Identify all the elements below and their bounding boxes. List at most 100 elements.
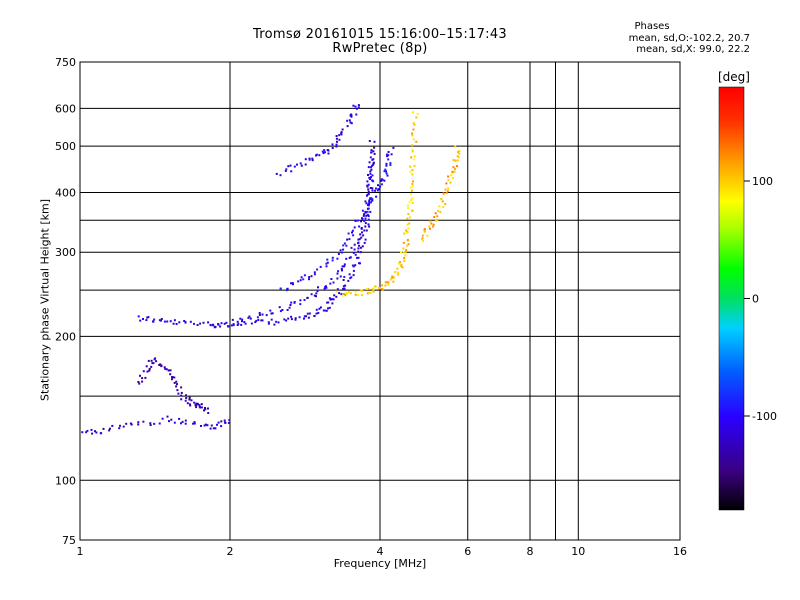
data-point bbox=[223, 419, 226, 422]
data-point bbox=[405, 249, 408, 252]
data-point bbox=[398, 262, 401, 265]
data-point bbox=[386, 174, 389, 177]
data-point bbox=[385, 172, 388, 175]
data-point bbox=[265, 314, 268, 317]
data-point bbox=[393, 276, 396, 279]
data-point bbox=[141, 377, 144, 380]
data-point bbox=[340, 251, 343, 254]
data-point bbox=[160, 319, 162, 322]
data-point bbox=[203, 409, 205, 412]
data-point bbox=[142, 420, 145, 423]
data-point bbox=[184, 321, 187, 324]
data-point bbox=[335, 135, 338, 137]
data-point bbox=[327, 307, 329, 310]
data-point bbox=[286, 288, 289, 291]
data-point bbox=[364, 217, 367, 220]
data-point bbox=[151, 362, 154, 365]
data-point bbox=[331, 259, 334, 262]
data-point bbox=[125, 422, 128, 425]
data-point bbox=[357, 247, 360, 250]
data-point bbox=[403, 232, 406, 235]
data-point bbox=[345, 257, 348, 260]
data-point bbox=[279, 310, 282, 313]
data-point bbox=[243, 321, 246, 324]
data-point bbox=[327, 152, 330, 155]
data-point bbox=[325, 286, 328, 289]
data-point bbox=[297, 280, 300, 283]
data-point bbox=[407, 227, 410, 230]
data-point bbox=[244, 322, 247, 325]
data-point bbox=[370, 168, 373, 171]
data-point bbox=[451, 171, 454, 174]
data-point bbox=[371, 198, 374, 201]
data-point bbox=[316, 268, 319, 271]
data-point bbox=[332, 298, 335, 301]
data-point bbox=[237, 322, 240, 325]
data-point bbox=[370, 166, 372, 169]
data-point bbox=[317, 311, 320, 314]
data-point bbox=[434, 219, 437, 222]
data-point bbox=[338, 292, 341, 295]
data-point bbox=[327, 149, 330, 152]
data-point bbox=[356, 294, 359, 296]
data-point bbox=[411, 197, 414, 200]
data-point bbox=[357, 104, 360, 107]
data-point bbox=[436, 219, 439, 221]
data-point bbox=[369, 156, 372, 159]
data-point bbox=[195, 402, 198, 405]
data-point bbox=[273, 323, 276, 326]
data-point bbox=[389, 162, 392, 165]
data-point bbox=[147, 316, 150, 319]
data-point bbox=[384, 168, 387, 171]
data-point bbox=[361, 245, 364, 248]
data-point bbox=[343, 263, 346, 266]
data-point bbox=[400, 251, 402, 254]
data-point bbox=[249, 317, 252, 320]
y-tick-label: 200 bbox=[55, 330, 76, 343]
data-point bbox=[343, 275, 346, 278]
data-point bbox=[298, 316, 301, 319]
data-point bbox=[367, 190, 370, 193]
data-point bbox=[456, 155, 459, 158]
data-point bbox=[289, 304, 292, 306]
data-point bbox=[158, 319, 161, 322]
data-point bbox=[323, 151, 326, 154]
data-point bbox=[146, 370, 149, 373]
data-point bbox=[180, 386, 183, 389]
data-point bbox=[204, 408, 207, 411]
data-point bbox=[165, 368, 168, 371]
data-point bbox=[369, 292, 372, 295]
data-point bbox=[173, 319, 176, 322]
data-point bbox=[184, 399, 187, 402]
data-point bbox=[138, 382, 141, 385]
data-point bbox=[346, 119, 349, 122]
data-point bbox=[347, 291, 350, 294]
data-point bbox=[328, 306, 331, 309]
data-point bbox=[402, 251, 405, 254]
data-point bbox=[391, 275, 394, 278]
data-point bbox=[367, 223, 370, 226]
data-point bbox=[290, 282, 292, 285]
data-point bbox=[227, 325, 230, 328]
data-point bbox=[357, 256, 360, 259]
data-point bbox=[406, 223, 409, 226]
data-point bbox=[231, 318, 234, 321]
data-point bbox=[160, 364, 163, 367]
data-point bbox=[177, 392, 180, 395]
data-points bbox=[81, 104, 461, 435]
data-point bbox=[198, 404, 201, 407]
data-point bbox=[345, 244, 348, 247]
colorbar-tick-label: 100 bbox=[752, 175, 773, 188]
data-point bbox=[148, 369, 151, 372]
data-point bbox=[342, 285, 345, 288]
x-axis-label: Frequency [MHz] bbox=[333, 557, 427, 570]
data-point bbox=[257, 319, 260, 321]
data-point bbox=[296, 163, 298, 166]
data-point bbox=[172, 322, 175, 325]
data-point bbox=[175, 323, 178, 325]
data-point bbox=[190, 399, 193, 402]
data-point bbox=[166, 320, 169, 323]
data-point bbox=[220, 322, 223, 325]
data-point bbox=[130, 423, 133, 426]
data-point bbox=[352, 104, 355, 107]
